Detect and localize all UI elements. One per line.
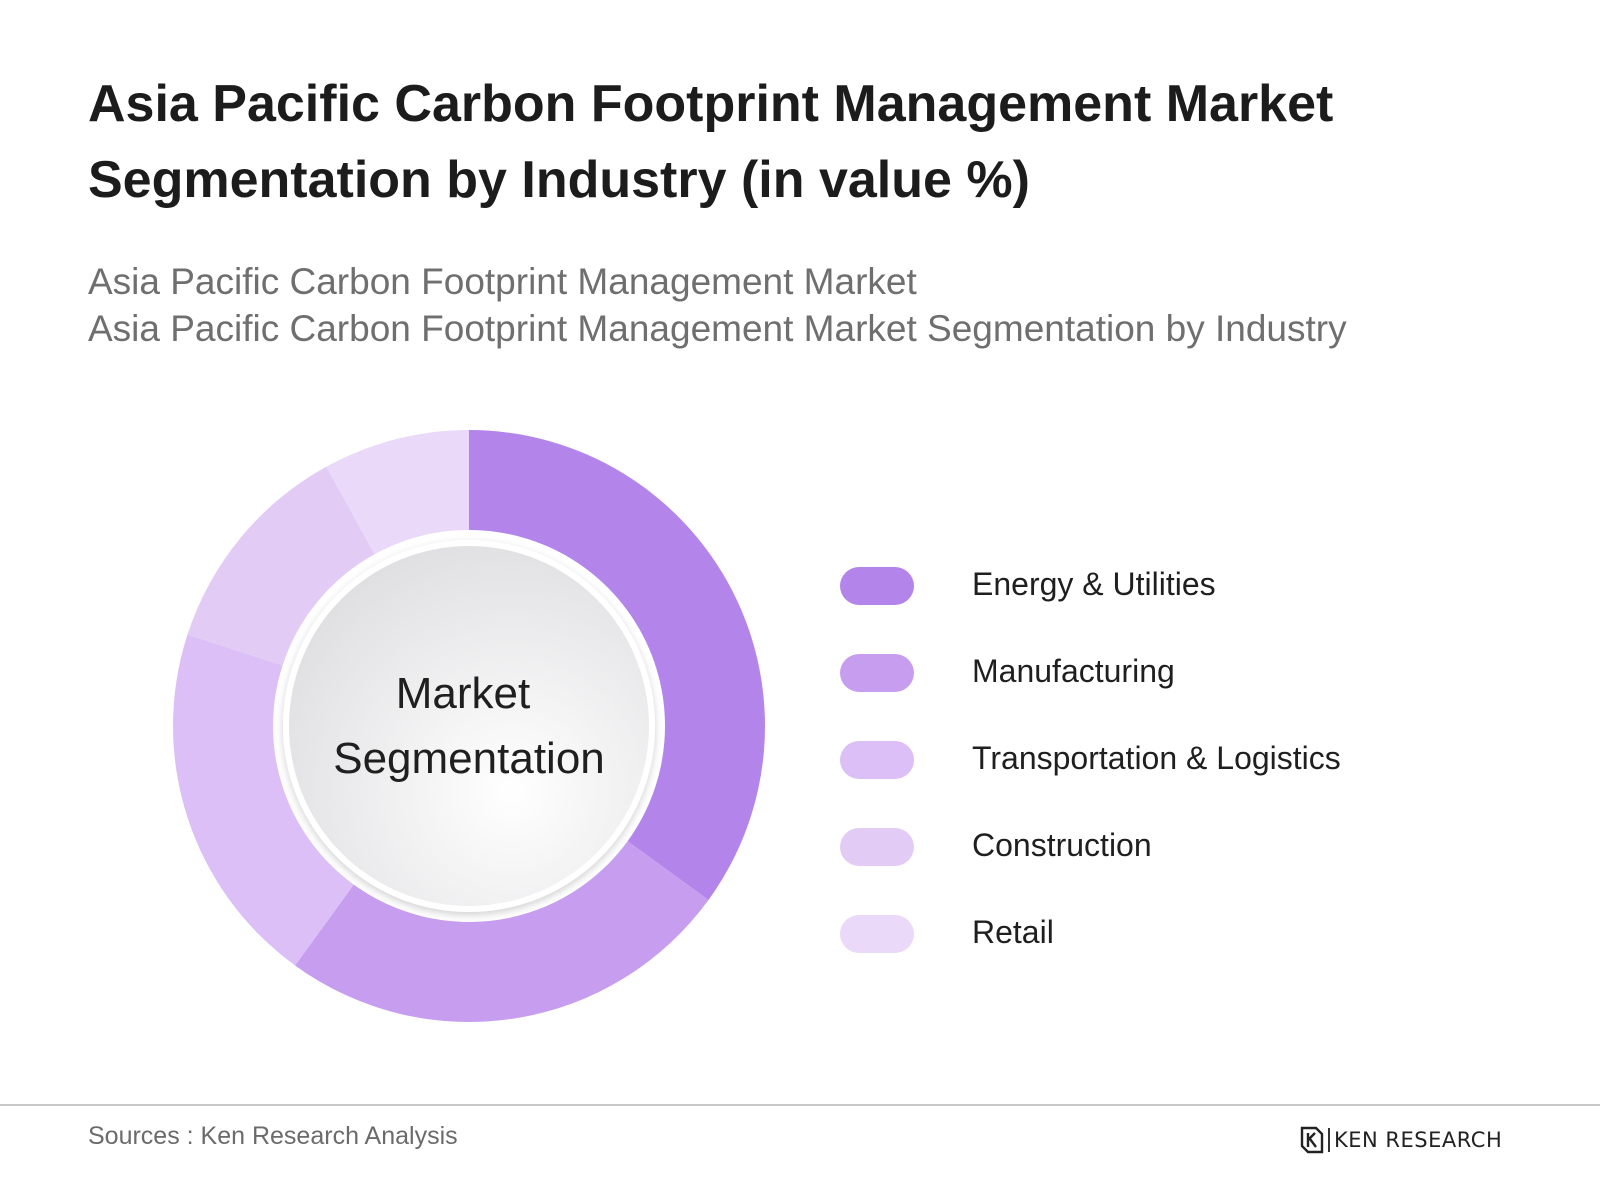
legend-item-manufacturing: Manufacturing — [840, 640, 1440, 727]
legend-swatch — [840, 654, 914, 692]
center-label-line-2: Segmentation — [333, 734, 605, 783]
donut-slice-retail — [326, 430, 469, 555]
donut-center-inner — [289, 546, 649, 906]
legend-swatch — [840, 567, 914, 605]
ken-research-logo: KEN RESEARCH — [1300, 1124, 1502, 1156]
legend-label: Retail — [972, 914, 1054, 950]
donut-slice-construction — [187, 466, 375, 666]
legend-label: Construction — [972, 827, 1152, 863]
chart-title: Asia Pacific Carbon Footprint Management… — [88, 75, 1334, 209]
ken-research-logo-text: KEN RESEARCH — [1334, 1128, 1503, 1152]
ken-research-logo-separator — [1328, 1128, 1330, 1152]
chart-subtitle-line-1: Asia Pacific Carbon Footprint Management… — [88, 261, 917, 302]
legend-swatch — [840, 741, 914, 779]
donut-slice-transportation-logistics — [172, 634, 354, 966]
source-note: Sources : Ken Research Analysis — [88, 1122, 458, 1150]
legend-swatch — [840, 828, 914, 866]
chart-subtitle-line-2: Asia Pacific Carbon Footprint Management… — [88, 308, 1347, 349]
legend-label: Transportation & Logistics — [972, 740, 1341, 776]
ken-research-logo-icon — [1300, 1126, 1324, 1154]
footer-divider — [0, 1104, 1600, 1106]
legend-swatch — [840, 915, 914, 953]
legend-item-energy-utilities: Energy & Utilities — [840, 553, 1440, 640]
legend-label: Manufacturing — [972, 653, 1175, 689]
legend-item-transportation-logistics: Transportation & Logistics — [840, 727, 1440, 814]
donut-slices — [172, 430, 765, 1023]
legend-item-construction: Construction — [840, 814, 1440, 901]
legend-label: Energy & Utilities — [972, 566, 1216, 602]
chart-legend: Energy & Utilities Manufacturing Transport… — [840, 553, 1440, 988]
center-label-line-1: Market — [396, 669, 530, 718]
donut-slice-energy-utilities — [469, 430, 765, 900]
legend-item-retail: Retail — [840, 901, 1440, 988]
donut-slice-manufacturing — [295, 841, 709, 1023]
